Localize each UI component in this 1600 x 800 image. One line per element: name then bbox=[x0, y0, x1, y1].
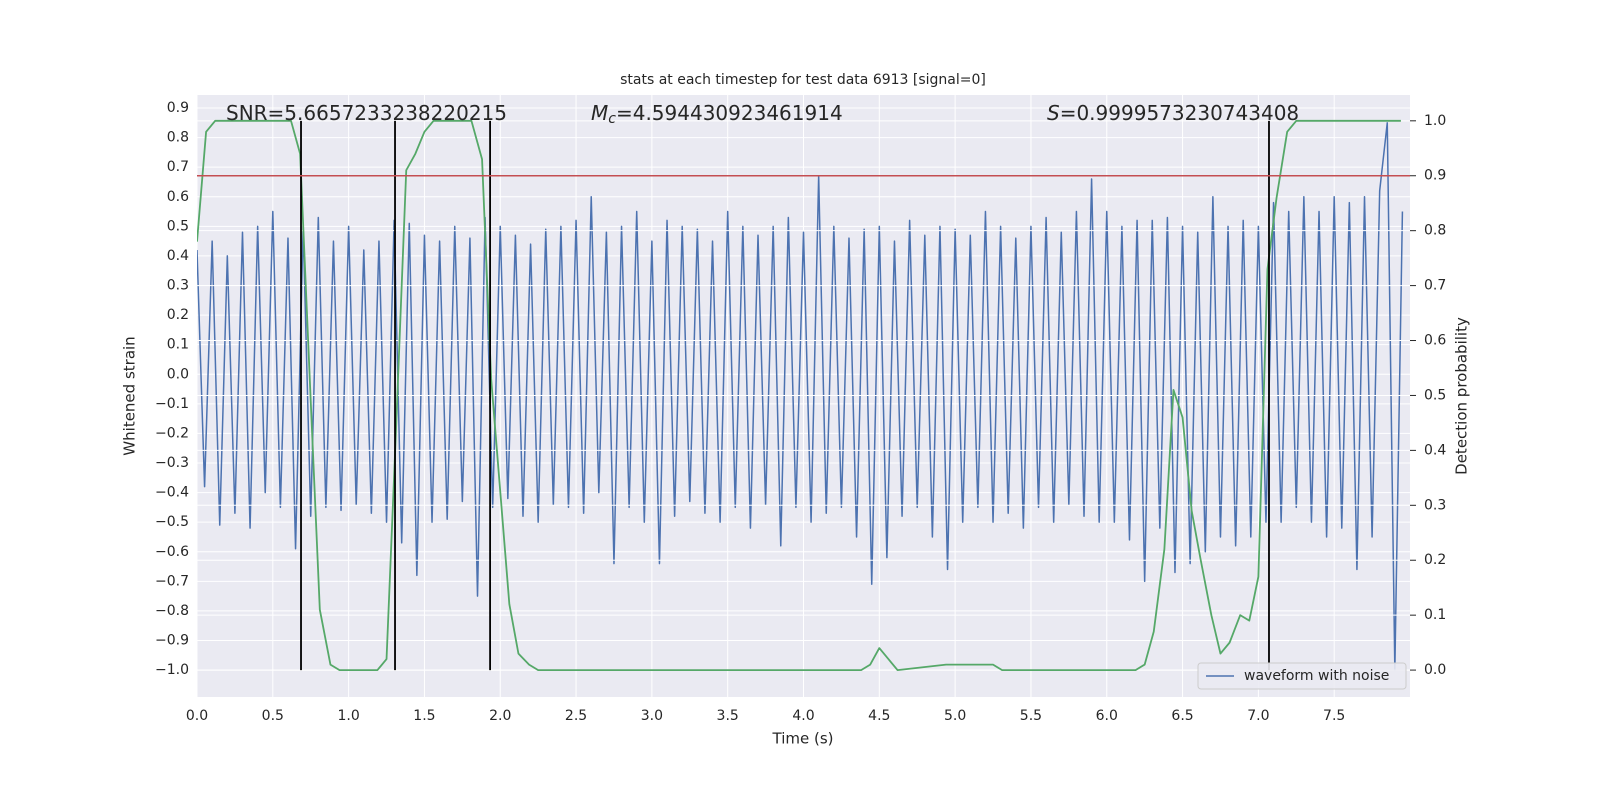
y-tick-label: 0.1 bbox=[167, 337, 189, 353]
x-tick-label: 6.5 bbox=[1171, 708, 1193, 724]
chart-title: stats at each timestep for test data 691… bbox=[620, 72, 986, 88]
y2-tick-label: 0.6 bbox=[1424, 333, 1446, 349]
y-tick-label: −0.7 bbox=[155, 573, 189, 589]
x-tick-label: 0.5 bbox=[262, 708, 284, 724]
x-tick-label: 5.5 bbox=[1020, 708, 1042, 724]
legend-box bbox=[1197, 662, 1407, 690]
y2-tick-label: 0.8 bbox=[1424, 223, 1446, 239]
y-tick-label: 0.6 bbox=[167, 189, 189, 205]
y-tick-label: 0.4 bbox=[167, 248, 189, 264]
y-tick-label: −0.3 bbox=[155, 455, 189, 471]
y-tick-label: 0.2 bbox=[167, 307, 189, 323]
y-tick-label: 0.5 bbox=[167, 218, 189, 234]
annotation-text: =0.9999573230743408 bbox=[1060, 101, 1299, 125]
annotation-symbol: S bbox=[1047, 101, 1060, 125]
y-tick-label: 0.7 bbox=[167, 159, 189, 175]
y2-tick-label: 0.2 bbox=[1424, 552, 1446, 568]
y-tick-label: 0.8 bbox=[167, 130, 189, 146]
annotation-symbol: M bbox=[591, 101, 608, 125]
y2-tick-label: 0.7 bbox=[1424, 278, 1446, 294]
series-line bbox=[197, 119, 1401, 671]
x-tick-label: 1.0 bbox=[337, 708, 359, 724]
legend-label: waveform with noise bbox=[1244, 668, 1389, 684]
annotation: SNR=5.6657233238220215 bbox=[226, 101, 507, 125]
x-tick-label: 1.5 bbox=[413, 708, 435, 724]
y-tick-label: −0.4 bbox=[155, 485, 189, 501]
y-tick-label: 0.3 bbox=[167, 278, 189, 294]
y-tick-label: 0.0 bbox=[167, 366, 189, 382]
x-tick-label: 3.0 bbox=[641, 708, 663, 724]
x-tick-label: 6.0 bbox=[1096, 708, 1118, 724]
y2-tick-label: 0.3 bbox=[1424, 497, 1446, 513]
y2-axis-label: Detection probability bbox=[1453, 317, 1471, 475]
x-tick-label: 4.0 bbox=[792, 708, 814, 724]
x-tick-label: 3.5 bbox=[717, 708, 739, 724]
y2-tick-label: 0.0 bbox=[1424, 662, 1446, 678]
x-axis-label: Time (s) bbox=[772, 730, 834, 748]
x-tick-label: 7.0 bbox=[1247, 708, 1269, 724]
y2-tick-label: 0.5 bbox=[1424, 387, 1446, 403]
x-tick-label: 2.5 bbox=[565, 708, 587, 724]
y2-tick-label: 0.4 bbox=[1424, 442, 1446, 458]
x-tick-label: 0.0 bbox=[186, 708, 208, 724]
annotation: Mc=4.594430923461914 bbox=[591, 101, 843, 128]
y2-tick-label: 0.1 bbox=[1424, 607, 1446, 623]
y2-tick-label: 1.0 bbox=[1424, 113, 1446, 129]
x-tick-label: 7.5 bbox=[1323, 708, 1345, 724]
y2-tick-label: 0.9 bbox=[1424, 168, 1446, 184]
y-tick-label: −1.0 bbox=[155, 662, 189, 678]
y-tick-label: −0.8 bbox=[155, 603, 189, 619]
y-tick-label: −0.9 bbox=[155, 632, 189, 648]
y-tick-label: −0.2 bbox=[155, 425, 189, 441]
y-tick-label: −0.1 bbox=[155, 396, 189, 412]
x-tick-label: 2.0 bbox=[489, 708, 511, 724]
annotation-text: SNR=5.6657233238220215 bbox=[226, 101, 507, 125]
annotation: S=0.9999573230743408 bbox=[1047, 101, 1299, 125]
y-tick-label: −0.6 bbox=[155, 544, 189, 560]
x-tick-label: 5.0 bbox=[944, 708, 966, 724]
y-axis-label: Whitened strain bbox=[121, 336, 139, 455]
annotation-text: =4.594430923461914 bbox=[616, 101, 843, 125]
x-tick-label: 4.5 bbox=[868, 708, 890, 724]
y-tick-label: −0.5 bbox=[155, 514, 189, 530]
y-tick-label: 0.9 bbox=[167, 100, 189, 116]
annotation-subscript: c bbox=[608, 111, 616, 127]
